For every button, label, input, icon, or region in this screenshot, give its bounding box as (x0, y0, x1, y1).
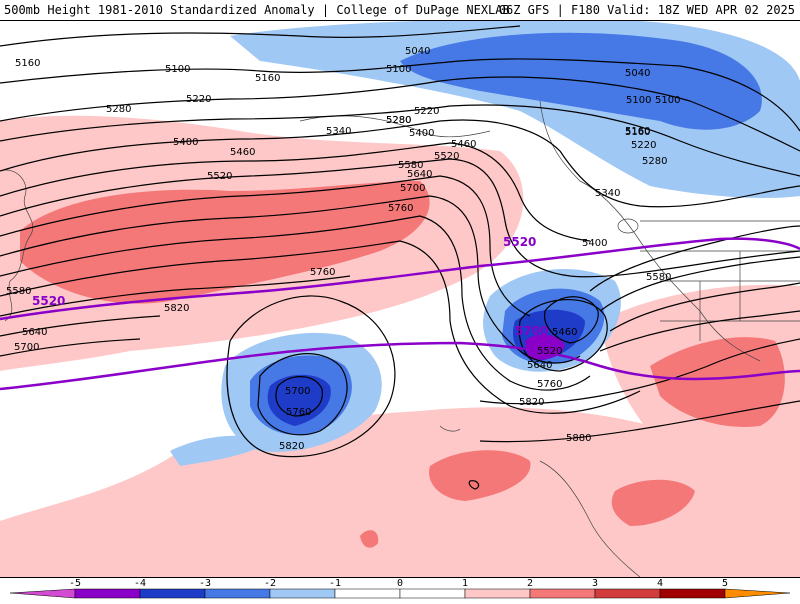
legend-swatches (9, 588, 791, 599)
color-legend: -5 -4 -3 -2 -1 0 1 2 3 4 5 (0, 577, 800, 600)
contour-label: 5880 (566, 433, 591, 444)
legend-tick: -2 (264, 578, 276, 589)
legend-tick: -1 (329, 578, 341, 589)
contour-label: 5280 (386, 115, 411, 126)
contour-labels: 5040 5100 5160 5100 5160 5220 5280 5340 … (6, 46, 680, 452)
contour-label: 5580 (398, 160, 423, 171)
contour-label: 5760 (537, 379, 562, 390)
anomaly-map: 5040 5100 5160 5100 5160 5220 5280 5340 … (0, 21, 800, 577)
contour-label: 5160 (625, 127, 650, 138)
legend-tick: 1 (462, 578, 468, 589)
contour-label: 5160 (15, 58, 40, 69)
contour-label: 5760 (310, 267, 335, 278)
purple-contour-label: 5700 (515, 324, 548, 338)
contour-label: 5100 (386, 64, 411, 75)
contour-label: 5820 (279, 441, 304, 452)
contour-label: 5760 (388, 203, 413, 214)
contour-label: 5400 (582, 238, 607, 249)
contour-label: 5280 (106, 104, 131, 115)
contour-label: 5220 (414, 106, 439, 117)
legend-tick: 4 (657, 578, 663, 589)
contour-label: 5520 (207, 171, 232, 182)
contour-label: 5100 (626, 95, 651, 106)
contour-label: 5700 (400, 183, 425, 194)
contour-label: 5460 (230, 147, 255, 158)
contour-label: 5700 (285, 386, 310, 397)
contour-label: 5220 (631, 140, 656, 151)
contour-label: 5640 (527, 360, 552, 371)
contour-label: 5340 (326, 126, 351, 137)
purple-contour-labels: 5520 5520 5700 (32, 235, 548, 338)
contour-label: 5280 (386, 115, 411, 126)
legend-tick: 0 (397, 578, 403, 589)
contour-label: 5820 (164, 303, 189, 314)
purple-reference-contours (0, 237, 800, 391)
positive-anomaly-medium (20, 181, 785, 548)
contour-label: 5640 (22, 327, 47, 338)
contour-label: 5700 (14, 342, 39, 353)
contour-label: 5820 (519, 397, 544, 408)
contour-label: 5460 (552, 327, 577, 338)
contour-label: 5400 (173, 137, 198, 148)
legend-tick: 2 (527, 578, 533, 589)
map-panel: 5040 5100 5160 5100 5160 5220 5280 5340 … (0, 20, 800, 578)
contour-label: 5760 (286, 407, 311, 418)
legend-bar: -5 -4 -3 -2 -1 0 1 2 3 4 5 (9, 578, 791, 599)
contour-label: 5280 (642, 156, 667, 167)
contour-label: 5100 (655, 95, 680, 106)
contour-label: 5160 (625, 126, 650, 137)
contour-label: 5640 (407, 169, 432, 180)
contour-label: 5220 (186, 94, 211, 105)
contour-label: 5400 (409, 128, 434, 139)
model-run-info: 06Z GFS | F180 Valid: 18Z WED APR 02 202… (498, 3, 795, 17)
contour-label: 5160 (255, 73, 280, 84)
legend-tick-labels: -5 -4 -3 -2 -1 0 1 2 3 4 5 (69, 578, 728, 589)
height-contours (0, 25, 800, 490)
map-title: 500mb Height 1981-2010 Standardized Anom… (4, 3, 510, 17)
contour-label: 5580 (646, 272, 671, 283)
contour-label: 5040 (625, 68, 650, 79)
purple-contour-label: 5520 (32, 294, 65, 308)
legend-tick: -3 (199, 578, 211, 589)
legend-tick: -5 (69, 578, 81, 589)
contour-label: 5520 (537, 346, 562, 357)
purple-contour-label: 5520 (503, 235, 536, 249)
legend-tick: -4 (134, 578, 146, 589)
legend-tick: 3 (592, 578, 598, 589)
contour-label: 5340 (595, 188, 620, 199)
contour-label: 5040 (405, 46, 430, 57)
contour-label: 5100 (165, 64, 190, 75)
legend-tick: 5 (722, 578, 728, 589)
contour-label: 5520 (434, 151, 459, 162)
contour-label: 5580 (6, 286, 31, 297)
contour-label: 5460 (451, 139, 476, 150)
map-header: 500mb Height 1981-2010 Standardized Anom… (0, 0, 800, 20)
